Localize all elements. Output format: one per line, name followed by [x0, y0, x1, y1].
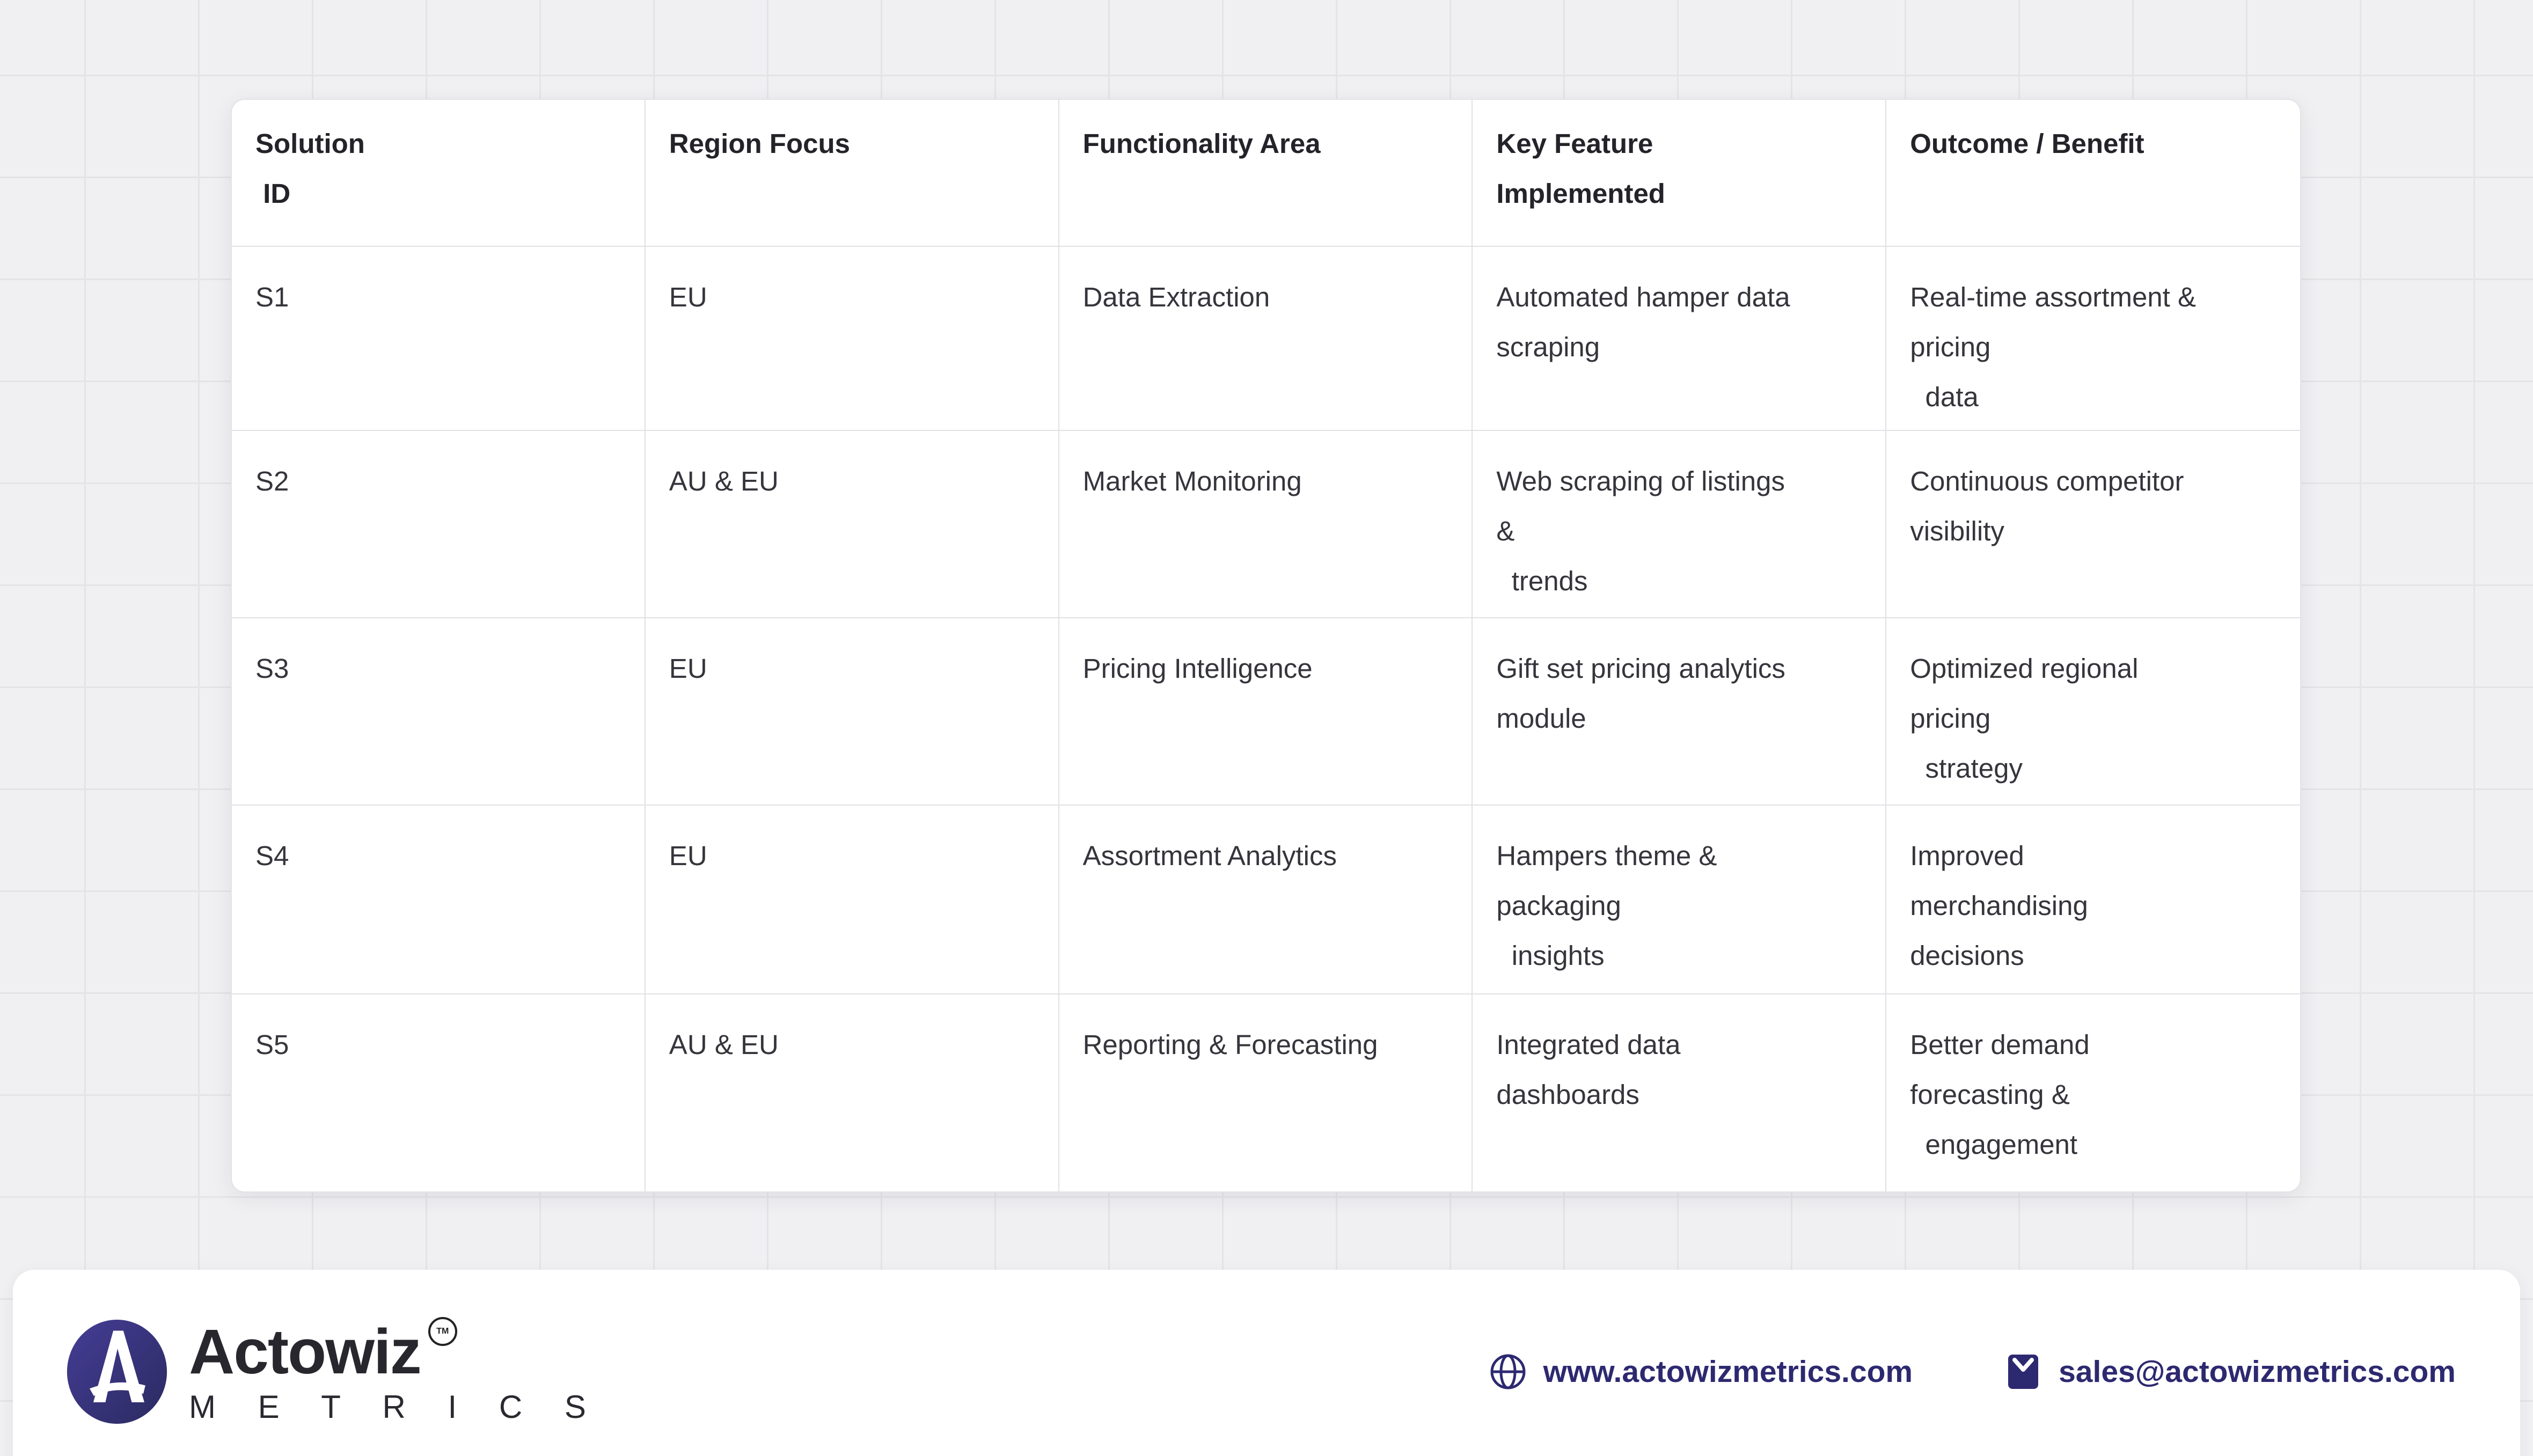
table-cell: Improved merchandising decisions: [1910, 840, 2088, 971]
table-cell: Gift set pricing analytics module: [1473, 618, 1887, 804]
column-header-region-focus: Region Focus: [646, 100, 1059, 246]
column-header-outcome-benefit: Outcome / Benefit: [1910, 128, 2144, 159]
website-link[interactable]: www.actowizmetrics.com: [1489, 1352, 1913, 1391]
column-header-key-feature: Key Feature Implemented: [1473, 100, 1887, 246]
footer-bar: Actowiz TM M E T R I C S www.actowizmetr…: [13, 1270, 2520, 1456]
table-cell: EU: [646, 618, 1059, 804]
brand-subtitle: M E T R I C S: [189, 1389, 603, 1425]
table-cell: Pricing Intelligence: [1059, 618, 1473, 804]
table-cell: Optimized regional pricing strategy: [1910, 653, 2139, 784]
column-header-solution-id: Solution ID: [232, 100, 646, 246]
table-cell: Real-time assortment & pricing data: [1910, 282, 2197, 412]
table-row: S2 AU & EU Market Monitoring Web scrapin…: [232, 431, 2300, 618]
table-cell: Market Monitoring: [1059, 431, 1473, 617]
table-cell: S1: [232, 247, 646, 430]
table-cell: EU: [646, 247, 1059, 430]
table-cell: Data Extraction: [1059, 247, 1473, 430]
website-text: www.actowizmetrics.com: [1543, 1354, 1913, 1389]
table-header-row: Solution ID Region Focus Functionality A…: [232, 100, 2300, 247]
solutions-table: Solution ID Region Focus Functionality A…: [231, 99, 2301, 1192]
column-header-functionality: Functionality Area: [1059, 100, 1473, 246]
email-link[interactable]: sales@actowizmetrics.com: [2004, 1352, 2456, 1391]
table-row: S5 AU & EU Reporting & Forecasting Integ…: [232, 994, 2300, 1191]
table-row: S3 EU Pricing Intelligence Gift set pric…: [232, 618, 2300, 806]
mail-icon: [2008, 1355, 2039, 1389]
actowiz-logo: Actowiz TM M E T R I C S: [64, 1316, 603, 1425]
table-cell: Continuous competitor visibility: [1910, 466, 2184, 546]
table-cell: S4: [232, 806, 646, 993]
table-row: S1 EU Data Extraction Automated hamper d…: [232, 247, 2300, 431]
table-cell: AU & EU: [646, 431, 1059, 617]
table-cell: Better demand forecasting & engagement: [1910, 1029, 2090, 1160]
table-cell: S2: [232, 431, 646, 617]
table-cell: Assortment Analytics: [1059, 806, 1473, 993]
actowiz-logo-mark-icon: [67, 1319, 167, 1424]
footer-contacts: www.actowizmetrics.com sales@actowizmetr…: [1489, 1352, 2456, 1391]
table-cell: EU: [646, 806, 1059, 993]
table-cell: S5: [232, 994, 646, 1191]
brand-name: Actowiz: [189, 1316, 422, 1387]
table-cell: Reporting & Forecasting: [1059, 994, 1473, 1191]
table-cell: Hampers theme & packaging insights: [1473, 806, 1887, 993]
trademark-icon: TM: [428, 1317, 457, 1346]
globe-icon: [1490, 1354, 1526, 1389]
table-cell: Automated hamper data scraping: [1473, 247, 1887, 430]
email-text: sales@actowizmetrics.com: [2059, 1354, 2456, 1389]
table-cell: Web scraping of listings & trends: [1473, 431, 1887, 617]
brand-text: Actowiz TM M E T R I C S: [189, 1316, 603, 1425]
table-cell: Integrated data dashboards: [1473, 994, 1887, 1191]
table-cell: S3: [232, 618, 646, 804]
table-cell: AU & EU: [646, 994, 1059, 1191]
table-row: S4 EU Assortment Analytics Hampers theme…: [232, 806, 2300, 994]
